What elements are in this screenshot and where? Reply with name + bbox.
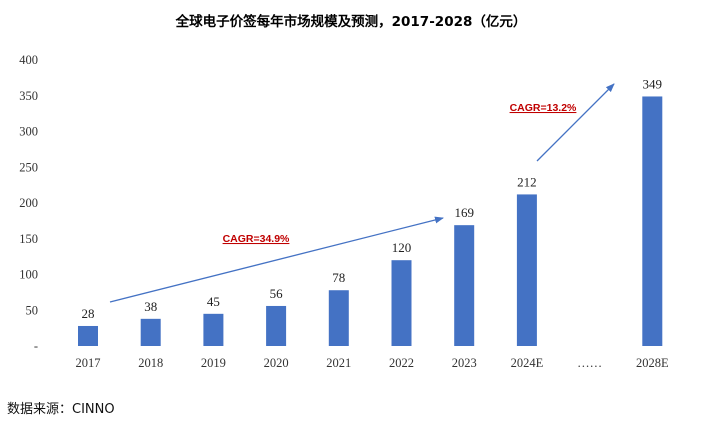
bar: [266, 305, 287, 346]
bar: [391, 260, 412, 346]
cagr-annotations: CAGR=34.9% CAGR=13.2%: [109, 83, 615, 303]
bar: [328, 290, 349, 346]
cagr-label: CAGR=13.2%: [510, 102, 577, 114]
bar: [516, 194, 537, 346]
bar: [642, 96, 663, 346]
bar-data-label: 28: [82, 306, 95, 321]
y-tick-label: 100: [19, 268, 38, 282]
y-tick-label: 400: [19, 53, 38, 67]
x-tick-label: 2028E: [636, 356, 669, 370]
bar-data-label: 169: [454, 205, 474, 220]
bar: [454, 225, 475, 346]
y-tick-label: 250: [19, 160, 38, 174]
bar-data-label: 38: [144, 299, 157, 314]
y-tick-label: 150: [19, 232, 38, 246]
data-source: 数据来源：CINNO: [7, 402, 115, 417]
bar-chart: 全球电子价签每年市场规模及预测，2017-2028（亿元） - 50 100 150 2…: [19, 13, 669, 370]
x-tick-label: 2022: [389, 356, 414, 370]
bar: [203, 313, 224, 346]
cagr-arrow: [536, 83, 615, 162]
bars: 28 38 45 56 78 120 169 212 349: [78, 76, 663, 346]
x-tick-label: 2024E: [511, 356, 544, 370]
y-tick-label: 200: [19, 196, 38, 210]
chart-title: 全球电子价签每年市场规模及预测，2017-2028（亿元）: [175, 13, 527, 30]
x-tick-label: 2019: [201, 356, 226, 370]
bar-data-label: 212: [517, 174, 537, 189]
bar: [78, 325, 98, 346]
y-axis: - 50 100 150 200 250 300 350 400: [19, 53, 38, 353]
cagr-label: CAGR=34.9%: [223, 233, 290, 245]
x-tick-label: 2017: [76, 356, 101, 370]
bar: [140, 318, 161, 346]
x-axis: 2017 2018 2019 2020 2021 2022 2023 2024E …… 2028E: [76, 356, 669, 370]
cagr-arrow: [109, 216, 444, 303]
x-tick-label: ……: [577, 356, 602, 370]
bar-data-label: 78: [332, 270, 345, 285]
y-tick-label: -: [34, 339, 38, 353]
x-tick-label: 2021: [326, 356, 351, 370]
x-tick-label: 2020: [264, 356, 289, 370]
x-tick-label: 2023: [452, 356, 477, 370]
bar-data-label: 56: [270, 286, 284, 301]
y-tick-label: 300: [19, 125, 38, 139]
bar-data-label: 45: [207, 294, 220, 309]
y-tick-label: 50: [26, 303, 39, 317]
y-tick-label: 350: [19, 89, 38, 103]
x-tick-label: 2018: [138, 356, 163, 370]
bar-data-label: 120: [392, 240, 412, 255]
bar-data-label: 349: [643, 76, 663, 91]
